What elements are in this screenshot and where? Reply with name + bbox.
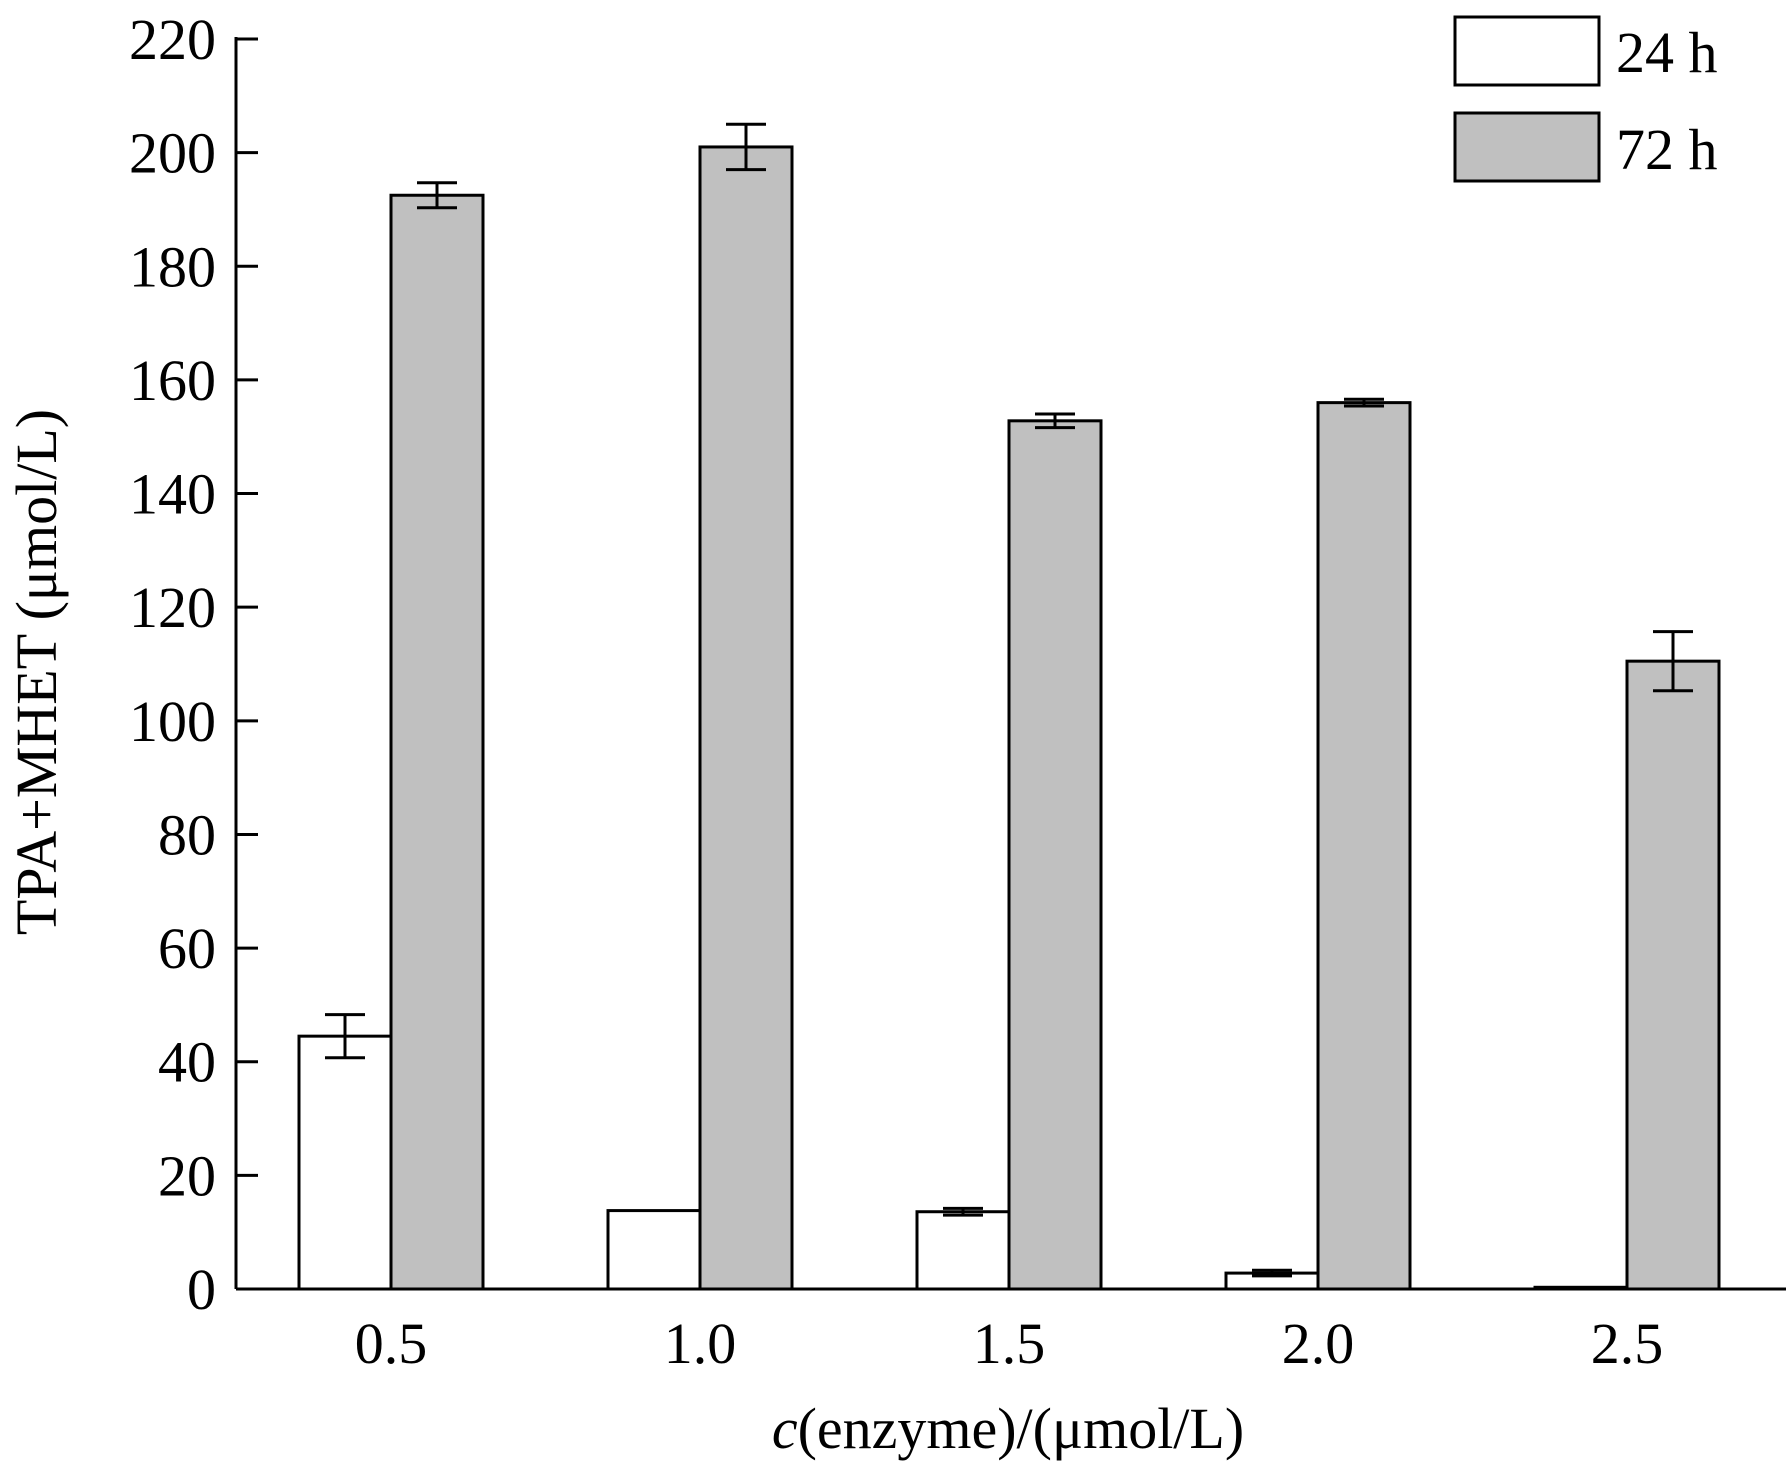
bars bbox=[297, 122, 1721, 1291]
y-tick-label: 180 bbox=[129, 234, 216, 299]
y-tick-label: 40 bbox=[158, 1030, 216, 1095]
y-tick-label: 200 bbox=[129, 121, 216, 186]
x-axis-title-unit: (enzyme)/(μmol/L) bbox=[798, 1396, 1245, 1461]
x-axis-title: c(enzyme)/(μmol/L) bbox=[772, 1396, 1244, 1461]
bar-72h-1.0 bbox=[698, 145, 794, 1291]
y-tick-label: 60 bbox=[158, 916, 216, 981]
bar-72h-1.5 bbox=[1007, 419, 1103, 1291]
y-tick-label: 80 bbox=[158, 802, 216, 867]
bar-24h-1.5 bbox=[915, 1210, 1011, 1291]
bar-72h-2.5 bbox=[1625, 659, 1721, 1291]
y-tick-label: 140 bbox=[129, 462, 216, 527]
x-tick-label: 0.5 bbox=[355, 1311, 428, 1376]
y-axis-title: TPA+MHET (μmol/L) bbox=[4, 409, 69, 935]
y-tick-label: 220 bbox=[129, 7, 216, 72]
bar-24h-0.5 bbox=[297, 1034, 393, 1291]
legend-label-72h: 72 h bbox=[1616, 117, 1718, 182]
y-tick-label: 160 bbox=[129, 348, 216, 413]
legend-swatch-24h bbox=[1453, 15, 1601, 87]
x-axis-title-variable: c bbox=[772, 1396, 798, 1461]
x-axis-ticks: 0.5 1.0 1.5 2.0 2.5 bbox=[355, 1311, 1664, 1376]
bar-72h-2.0 bbox=[1316, 401, 1412, 1291]
bar-24h-1.0 bbox=[606, 1209, 702, 1291]
y-tick-label: 120 bbox=[129, 575, 216, 640]
x-tick-label: 1.5 bbox=[973, 1311, 1046, 1376]
x-tick-label: 2.5 bbox=[1591, 1311, 1664, 1376]
y-tick-label: 0 bbox=[187, 1257, 216, 1322]
bar-72h-0.5 bbox=[389, 193, 485, 1291]
x-tick-label: 2.0 bbox=[1282, 1311, 1355, 1376]
legend-label-24h: 24 h bbox=[1616, 20, 1718, 85]
legend: 24 h 72 h bbox=[1453, 15, 1718, 183]
y-axis-ticks: 0 20 40 60 80 100 120 140 160 180 200 220 bbox=[129, 7, 258, 1322]
y-tick-label: 20 bbox=[158, 1143, 216, 1208]
y-tick-label: 100 bbox=[129, 689, 216, 754]
legend-swatch-72h bbox=[1453, 111, 1601, 183]
x-tick-label: 1.0 bbox=[664, 1311, 737, 1376]
